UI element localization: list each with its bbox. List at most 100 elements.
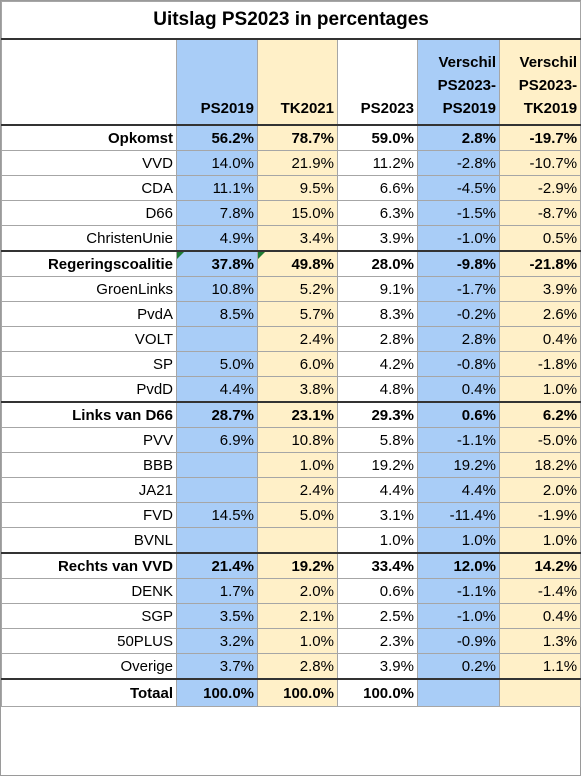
cell-tk2021[interactable]: 3.8% [257,376,338,403]
cell-verschil-tk2019[interactable]: 0.4% [498,326,581,352]
header-ps2019[interactable]: PS2019 [176,38,258,126]
cell-ps2019[interactable]: 37.8% [176,250,258,277]
cell-tk2021[interactable]: 2.4% [257,326,338,352]
cell-tk2021[interactable]: 5.0% [257,502,338,528]
cell-ps2019[interactable] [176,477,258,503]
cell-ps2023[interactable]: 11.2% [337,150,418,176]
row-label[interactable]: Rechts van VVD [1,552,177,579]
cell-ps2019[interactable]: 100.0% [176,678,258,707]
cell-ps2023[interactable]: 4.4% [337,477,418,503]
cell-ps2019[interactable]: 3.5% [176,603,258,629]
cell-ps2023[interactable]: 2.8% [337,326,418,352]
row-label[interactable]: BBB [1,452,177,478]
cell-ps2019[interactable] [176,326,258,352]
cell-verschil-tk2019[interactable]: -10.7% [498,150,581,176]
cell-tk2021[interactable]: 1.0% [257,628,338,654]
header-ps2023[interactable]: PS2023 [337,38,418,126]
cell-ps2019[interactable]: 5.0% [176,351,258,377]
cell-verschil-ps2019[interactable]: 1.0% [417,527,500,554]
cell-verschil-ps2019[interactable] [417,678,500,707]
cell-verschil-ps2019[interactable]: 0.4% [417,376,500,403]
cell-ps2023[interactable]: 59.0% [337,124,418,151]
cell-tk2021[interactable]: 19.2% [257,552,338,579]
row-label[interactable]: PVV [1,427,177,453]
row-label[interactable]: 50PLUS [1,628,177,654]
row-label[interactable]: SP [1,351,177,377]
header-tk2021[interactable]: TK2021 [257,38,338,126]
cell-tk2021[interactable]: 5.7% [257,301,338,327]
cell-verschil-tk2019[interactable]: 6.2% [498,401,581,428]
cell-verschil-ps2019[interactable]: -9.8% [417,250,500,277]
cell-verschil-ps2019[interactable]: 19.2% [417,452,500,478]
cell-verschil-ps2019[interactable]: -1.1% [417,578,500,604]
cell-verschil-tk2019[interactable]: 2.0% [498,477,581,503]
cell-verschil-tk2019[interactable]: -1.4% [498,578,581,604]
cell-verschil-ps2019[interactable]: 0.6% [417,401,500,428]
cell-verschil-tk2019[interactable]: 2.6% [498,301,581,327]
row-label[interactable]: D66 [1,200,177,226]
cell-verschil-ps2019[interactable]: -0.8% [417,351,500,377]
cell-ps2019[interactable]: 3.7% [176,653,258,680]
cell-tk2021[interactable]: 10.8% [257,427,338,453]
cell-ps2023[interactable]: 1.0% [337,527,418,554]
cell-verschil-tk2019[interactable]: 1.0% [498,376,581,403]
row-label[interactable]: BVNL [1,527,177,554]
cell-ps2023[interactable]: 6.3% [337,200,418,226]
header-blank-cell[interactable] [1,38,177,126]
cell-tk2021[interactable]: 9.5% [257,175,338,201]
cell-ps2019[interactable] [176,452,258,478]
cell-tk2021[interactable]: 3.4% [257,225,338,252]
cell-verschil-tk2019[interactable]: -5.0% [498,427,581,453]
row-label[interactable]: VOLT [1,326,177,352]
cell-ps2023[interactable]: 4.8% [337,376,418,403]
cell-verschil-tk2019[interactable]: 14.2% [498,552,581,579]
cell-tk2021[interactable]: 100.0% [257,678,338,707]
cell-ps2023[interactable]: 6.6% [337,175,418,201]
row-label[interactable]: ChristenUnie [1,225,177,252]
cell-ps2019[interactable]: 6.9% [176,427,258,453]
header-verschil-ps2019[interactable]: Verschil PS2023- PS2019 [417,38,500,126]
cell-verschil-tk2019[interactable]: -1.9% [498,502,581,528]
cell-ps2019[interactable]: 28.7% [176,401,258,428]
cell-verschil-ps2019[interactable]: -4.5% [417,175,500,201]
cell-ps2023[interactable]: 33.4% [337,552,418,579]
cell-verschil-ps2019[interactable]: 2.8% [417,326,500,352]
cell-ps2023[interactable]: 5.8% [337,427,418,453]
cell-verschil-ps2019[interactable]: 4.4% [417,477,500,503]
cell-verschil-ps2019[interactable]: -1.0% [417,225,500,252]
row-label[interactable]: PvdA [1,301,177,327]
cell-tk2021[interactable]: 15.0% [257,200,338,226]
cell-verschil-ps2019[interactable]: -1.0% [417,603,500,629]
cell-verschil-tk2019[interactable]: 18.2% [498,452,581,478]
row-label[interactable]: Totaal [1,678,177,707]
cell-ps2019[interactable]: 7.8% [176,200,258,226]
cell-tk2021[interactable]: 2.0% [257,578,338,604]
row-label[interactable]: Regeringscoalitie [1,250,177,277]
row-label[interactable]: VVD [1,150,177,176]
row-label[interactable]: Opkomst [1,124,177,151]
row-label[interactable]: GroenLinks [1,276,177,302]
cell-ps2019[interactable]: 3.2% [176,628,258,654]
cell-verschil-tk2019[interactable]: 0.5% [498,225,581,252]
cell-ps2019[interactable]: 21.4% [176,552,258,579]
cell-ps2023[interactable]: 2.3% [337,628,418,654]
cell-verschil-tk2019[interactable]: -2.9% [498,175,581,201]
cell-ps2023[interactable]: 9.1% [337,276,418,302]
row-label[interactable]: CDA [1,175,177,201]
cell-verschil-tk2019[interactable]: 3.9% [498,276,581,302]
cell-ps2019[interactable]: 8.5% [176,301,258,327]
cell-verschil-ps2019[interactable]: -1.5% [417,200,500,226]
row-label[interactable]: FVD [1,502,177,528]
cell-tk2021[interactable]: 2.1% [257,603,338,629]
cell-verschil-tk2019[interactable]: -8.7% [498,200,581,226]
cell-tk2021[interactable]: 2.4% [257,477,338,503]
cell-ps2023[interactable]: 2.5% [337,603,418,629]
cell-ps2023[interactable]: 19.2% [337,452,418,478]
cell-ps2019[interactable]: 4.9% [176,225,258,252]
cell-tk2021[interactable]: 49.8% [257,250,338,277]
cell-verschil-tk2019[interactable]: -21.8% [498,250,581,277]
cell-ps2023[interactable]: 100.0% [337,678,418,707]
cell-ps2023[interactable]: 0.6% [337,578,418,604]
cell-verschil-ps2019[interactable]: -0.2% [417,301,500,327]
cell-ps2019[interactable]: 56.2% [176,124,258,151]
